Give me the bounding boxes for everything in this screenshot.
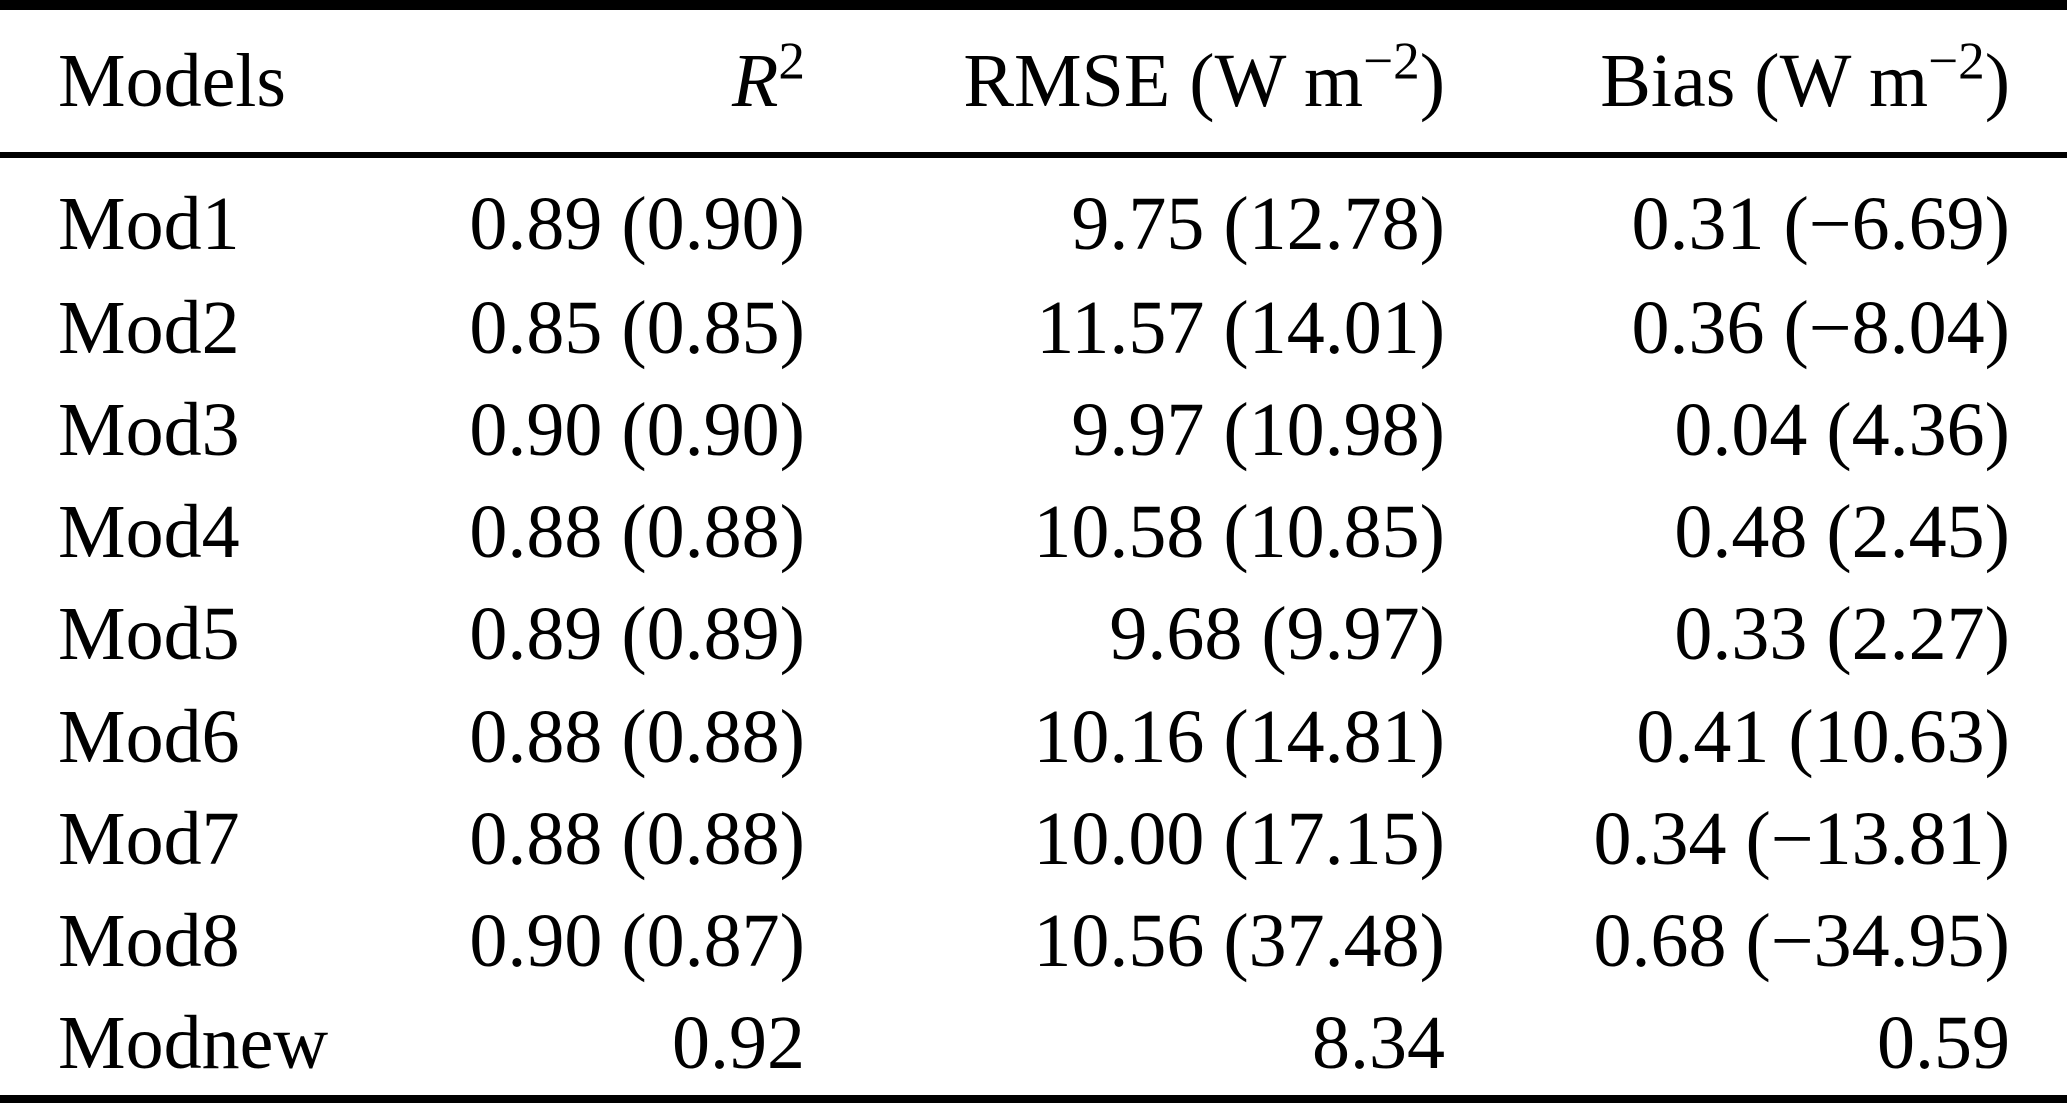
rmse-cell: 9.68 (9.97) bbox=[1109, 592, 1445, 677]
model-name-cell: Mod2 bbox=[58, 285, 240, 370]
table-row-mod3: Mod3 0.90 (0.90) 9.97 (10.98) 0.04 (4.36… bbox=[0, 379, 2067, 481]
bias-cell: 0.59 bbox=[1877, 1001, 2010, 1086]
bias-header-base: Bias (W m bbox=[1600, 38, 1929, 123]
rmse-cell: 10.00 (17.15) bbox=[1033, 796, 1445, 881]
r2-cell: 0.88 (0.88) bbox=[469, 694, 805, 779]
model-name-cell: Mod3 bbox=[58, 388, 240, 473]
model-name-cell: Modnew bbox=[58, 1001, 329, 1086]
rmse-header-exponent: −2 bbox=[1363, 30, 1420, 90]
r2-cell: 0.89 (0.89) bbox=[469, 592, 805, 677]
model-name-cell: Mod8 bbox=[58, 899, 240, 984]
bias-header-exponent: −2 bbox=[1928, 30, 1985, 90]
model-metrics-table: Models R2 RMSE (W m−2) Bias (W m−2) Mod1… bbox=[0, 10, 2067, 1095]
table-header: Models R2 RMSE (W m−2) Bias (W m−2) bbox=[0, 10, 2067, 158]
column-header-rmse: RMSE (W m−2) bbox=[810, 10, 1450, 158]
model-name-cell: Mod7 bbox=[58, 796, 240, 881]
rmse-cell: 11.57 (14.01) bbox=[1036, 285, 1445, 370]
table-row-mod8: Mod8 0.90 (0.87) 10.56 (37.48) 0.68 (−34… bbox=[0, 891, 2067, 993]
r2-cell: 0.88 (0.88) bbox=[469, 796, 805, 881]
r2-cell: 0.89 (0.90) bbox=[469, 182, 805, 267]
header-row: Models R2 RMSE (W m−2) Bias (W m−2) bbox=[0, 10, 2067, 158]
rmse-cell: 10.58 (10.85) bbox=[1033, 490, 1445, 575]
rmse-cell: 10.16 (14.81) bbox=[1033, 694, 1445, 779]
rmse-header-close: ) bbox=[1419, 38, 1445, 123]
model-name-cell: Mod6 bbox=[58, 694, 240, 779]
table-row-mod7: Mod7 0.88 (0.88) 10.00 (17.15) 0.34 (−13… bbox=[0, 788, 2067, 890]
model-name-cell: Mod5 bbox=[58, 592, 240, 677]
bias-cell: 0.68 (−34.95) bbox=[1593, 899, 2010, 984]
bias-cell: 0.33 (2.27) bbox=[1674, 592, 2010, 677]
table-body: Mod1 0.89 (0.90) 9.75 (12.78) 0.31 (−6.6… bbox=[0, 155, 2067, 1095]
table-row-mod1: Mod1 0.89 (0.90) 9.75 (12.78) 0.31 (−6.6… bbox=[0, 155, 2067, 277]
r2-header-exponent: 2 bbox=[778, 30, 805, 90]
bias-cell: 0.31 (−6.69) bbox=[1631, 182, 2010, 267]
column-header-bias: Bias (W m−2) bbox=[1450, 10, 2067, 158]
table-row-modnew: Modnew 0.92 8.34 0.59 bbox=[0, 993, 2067, 1095]
rmse-header-base: RMSE (W m bbox=[963, 38, 1364, 123]
bias-header-close: ) bbox=[1984, 38, 2010, 123]
table-row-mod4: Mod4 0.88 (0.88) 10.58 (10.85) 0.48 (2.4… bbox=[0, 482, 2067, 584]
bias-cell: 0.04 (4.36) bbox=[1674, 388, 2010, 473]
r2-cell: 0.85 (0.85) bbox=[469, 285, 805, 370]
column-header-models: Models bbox=[0, 10, 450, 158]
bias-cell: 0.36 (−8.04) bbox=[1631, 285, 2010, 370]
r2-header-base: R bbox=[731, 38, 779, 123]
table-row-mod6: Mod6 0.88 (0.88) 10.16 (14.81) 0.41 (10.… bbox=[0, 686, 2067, 788]
model-name-cell: Mod1 bbox=[58, 182, 240, 267]
bias-cell: 0.48 (2.45) bbox=[1674, 490, 2010, 575]
r2-cell: 0.92 bbox=[672, 1001, 805, 1086]
r2-cell: 0.90 (0.90) bbox=[469, 388, 805, 473]
bias-cell: 0.41 (10.63) bbox=[1636, 694, 2010, 779]
column-header-r2: R2 bbox=[450, 10, 810, 158]
rmse-cell: 9.75 (12.78) bbox=[1071, 182, 1445, 267]
model-name-cell: Mod4 bbox=[58, 490, 240, 575]
models-header-label: Models bbox=[58, 38, 286, 123]
bias-cell: 0.34 (−13.81) bbox=[1593, 796, 2010, 881]
rmse-cell: 10.56 (37.48) bbox=[1033, 899, 1445, 984]
table-row-mod2: Mod2 0.85 (0.85) 11.57 (14.01) 0.36 (−8.… bbox=[0, 277, 2067, 379]
r2-cell: 0.90 (0.87) bbox=[469, 899, 805, 984]
r2-cell: 0.88 (0.88) bbox=[469, 490, 805, 575]
rmse-cell: 9.97 (10.98) bbox=[1071, 388, 1445, 473]
rmse-cell: 8.34 bbox=[1312, 1001, 1445, 1086]
table-row-mod5: Mod5 0.89 (0.89) 9.68 (9.97) 0.33 (2.27) bbox=[0, 584, 2067, 686]
